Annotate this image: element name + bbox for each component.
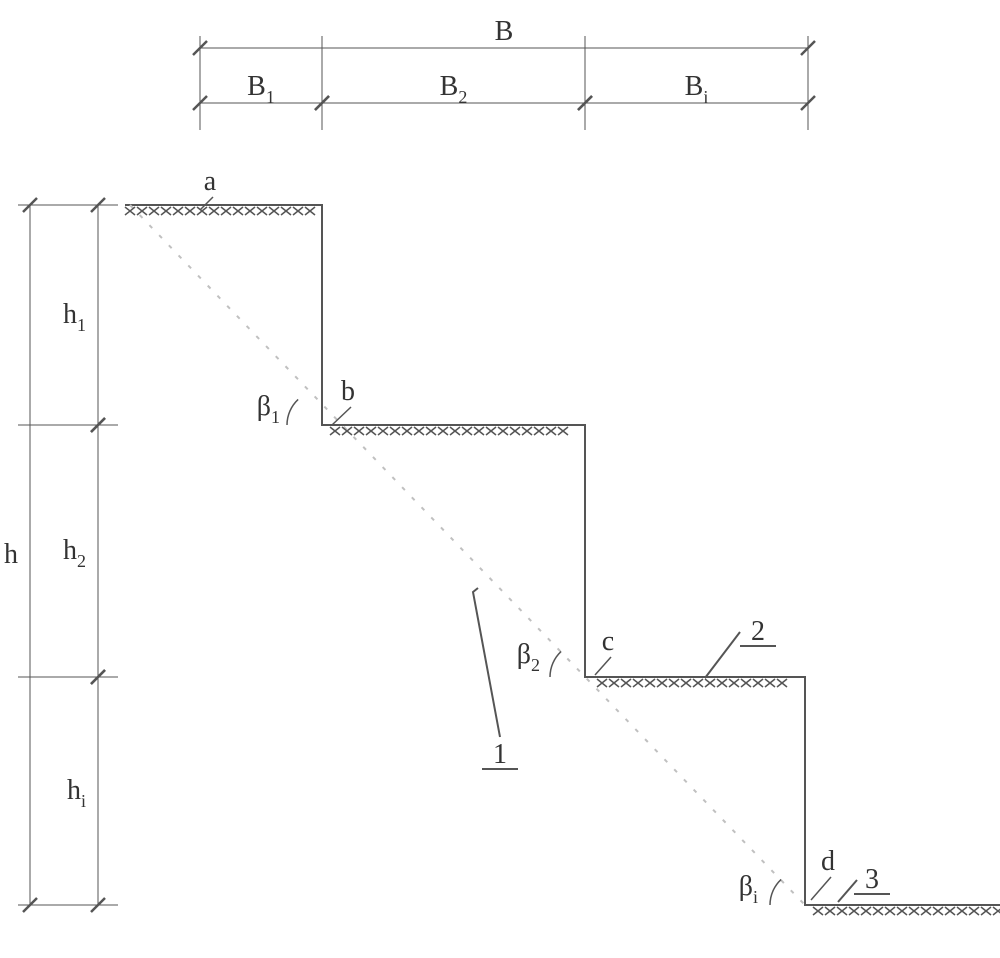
svg-text:β1: β1 — [257, 391, 280, 427]
dim-label-h: h — [4, 539, 18, 570]
point-label-b: b — [341, 376, 355, 407]
callout-label-3: 3 — [865, 864, 879, 895]
grass-hatch — [813, 907, 1000, 915]
point-label-c: c — [602, 626, 614, 657]
callout-label-2: 2 — [751, 616, 765, 647]
angle-arc — [770, 879, 781, 905]
angle-arc — [287, 399, 298, 425]
svg-text:h: h — [4, 539, 18, 570]
dim-label-B1: B1 — [247, 71, 275, 107]
grass-hatch — [125, 207, 315, 215]
callout-label-1: 1 — [493, 739, 507, 770]
svg-text:B2: B2 — [440, 71, 468, 107]
callout-leader-1 — [473, 588, 500, 737]
point-label-a: a — [204, 166, 217, 197]
angle-arc — [550, 651, 561, 677]
svg-text:Bi: Bi — [685, 71, 709, 107]
svg-text:B1: B1 — [247, 71, 275, 107]
step-profile — [125, 205, 1000, 905]
svg-text:βi: βi — [739, 871, 758, 907]
svg-text:h1: h1 — [63, 299, 86, 335]
point-leader — [595, 657, 611, 675]
svg-text:β2: β2 — [517, 639, 540, 675]
callout-leader-3 — [838, 880, 857, 902]
dim-label-h2: h2 — [63, 535, 86, 571]
angle-label-i: βi — [739, 871, 758, 907]
svg-text:h2: h2 — [63, 535, 86, 571]
dim-label-hi: hi — [67, 775, 86, 811]
point-label-d: d — [821, 846, 835, 877]
grass-hatch — [597, 679, 787, 687]
svg-text:B: B — [495, 16, 514, 47]
angle-label-2: β2 — [517, 639, 540, 675]
dim-label-h1: h1 — [63, 299, 86, 335]
dim-label-Bi: Bi — [685, 71, 709, 107]
grass-hatch — [330, 427, 568, 435]
point-leader — [811, 877, 831, 900]
callout-leader-2 — [705, 632, 740, 678]
svg-text:hi: hi — [67, 775, 86, 811]
slope-diagonal — [130, 205, 805, 905]
dim-label-B: B — [495, 16, 514, 47]
dim-label-B2: B2 — [440, 71, 468, 107]
angle-label-1: β1 — [257, 391, 280, 427]
